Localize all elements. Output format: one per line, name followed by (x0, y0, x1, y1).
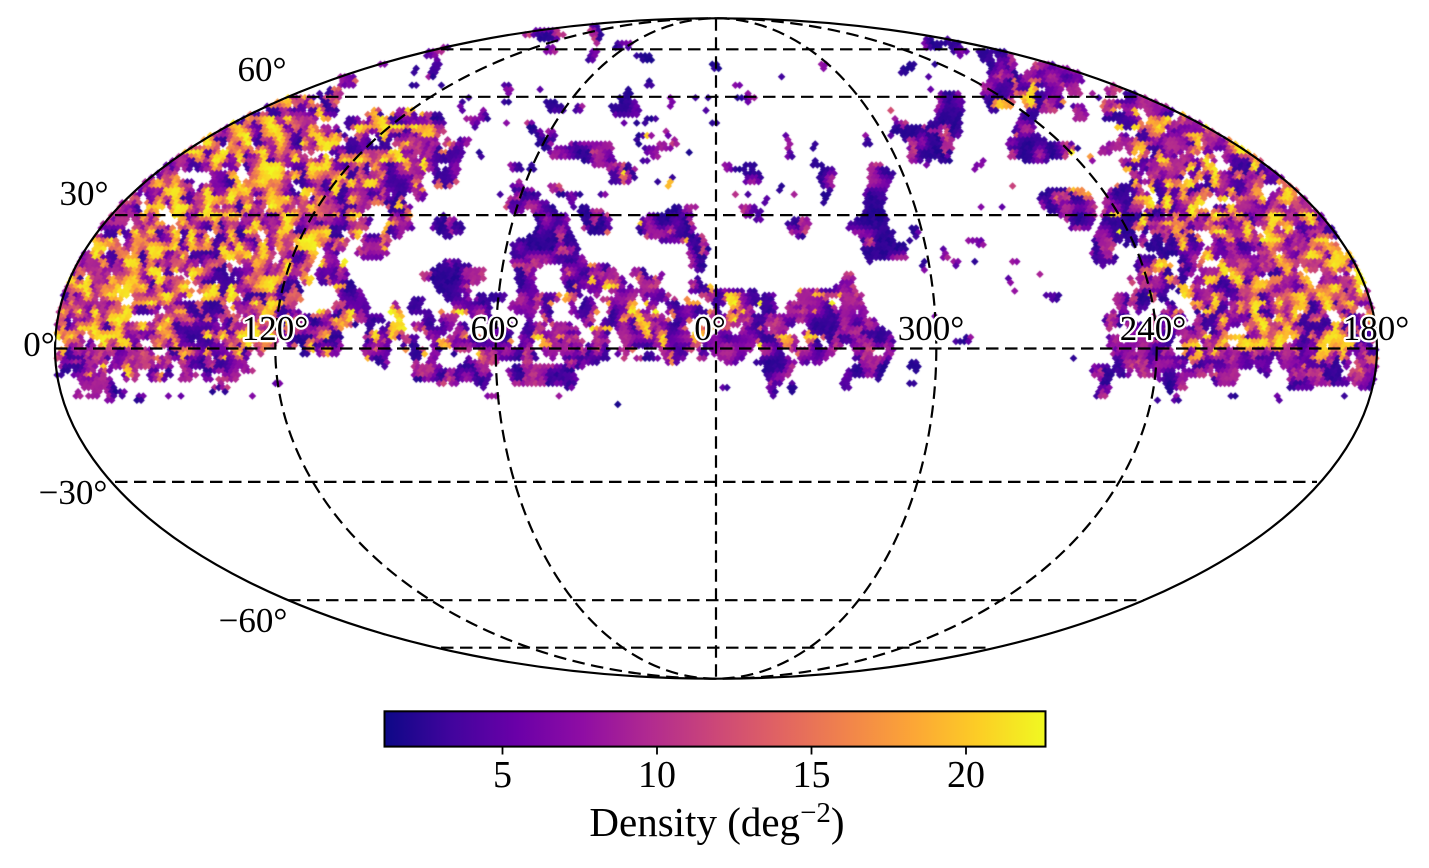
svg-text:5: 5 (493, 754, 512, 796)
svg-text:−60°: −60° (219, 601, 288, 640)
svg-text:10: 10 (638, 754, 676, 796)
svg-text:120°: 120° (242, 309, 309, 348)
svg-text:30°: 30° (60, 174, 109, 213)
svg-text:Density (deg−2): Density (deg−2) (589, 797, 844, 845)
svg-text:20: 20 (947, 754, 985, 796)
svg-text:60°: 60° (471, 309, 520, 348)
svg-text:60°: 60° (238, 50, 287, 89)
svg-text:300°: 300° (898, 309, 965, 348)
svg-text:0°: 0° (694, 309, 726, 348)
svg-text:−30°: −30° (39, 473, 108, 512)
svg-text:0°: 0° (23, 325, 55, 364)
svg-text:240°: 240° (1120, 309, 1187, 348)
svg-text:180°: 180° (1343, 309, 1410, 348)
svg-text:15: 15 (793, 754, 831, 796)
